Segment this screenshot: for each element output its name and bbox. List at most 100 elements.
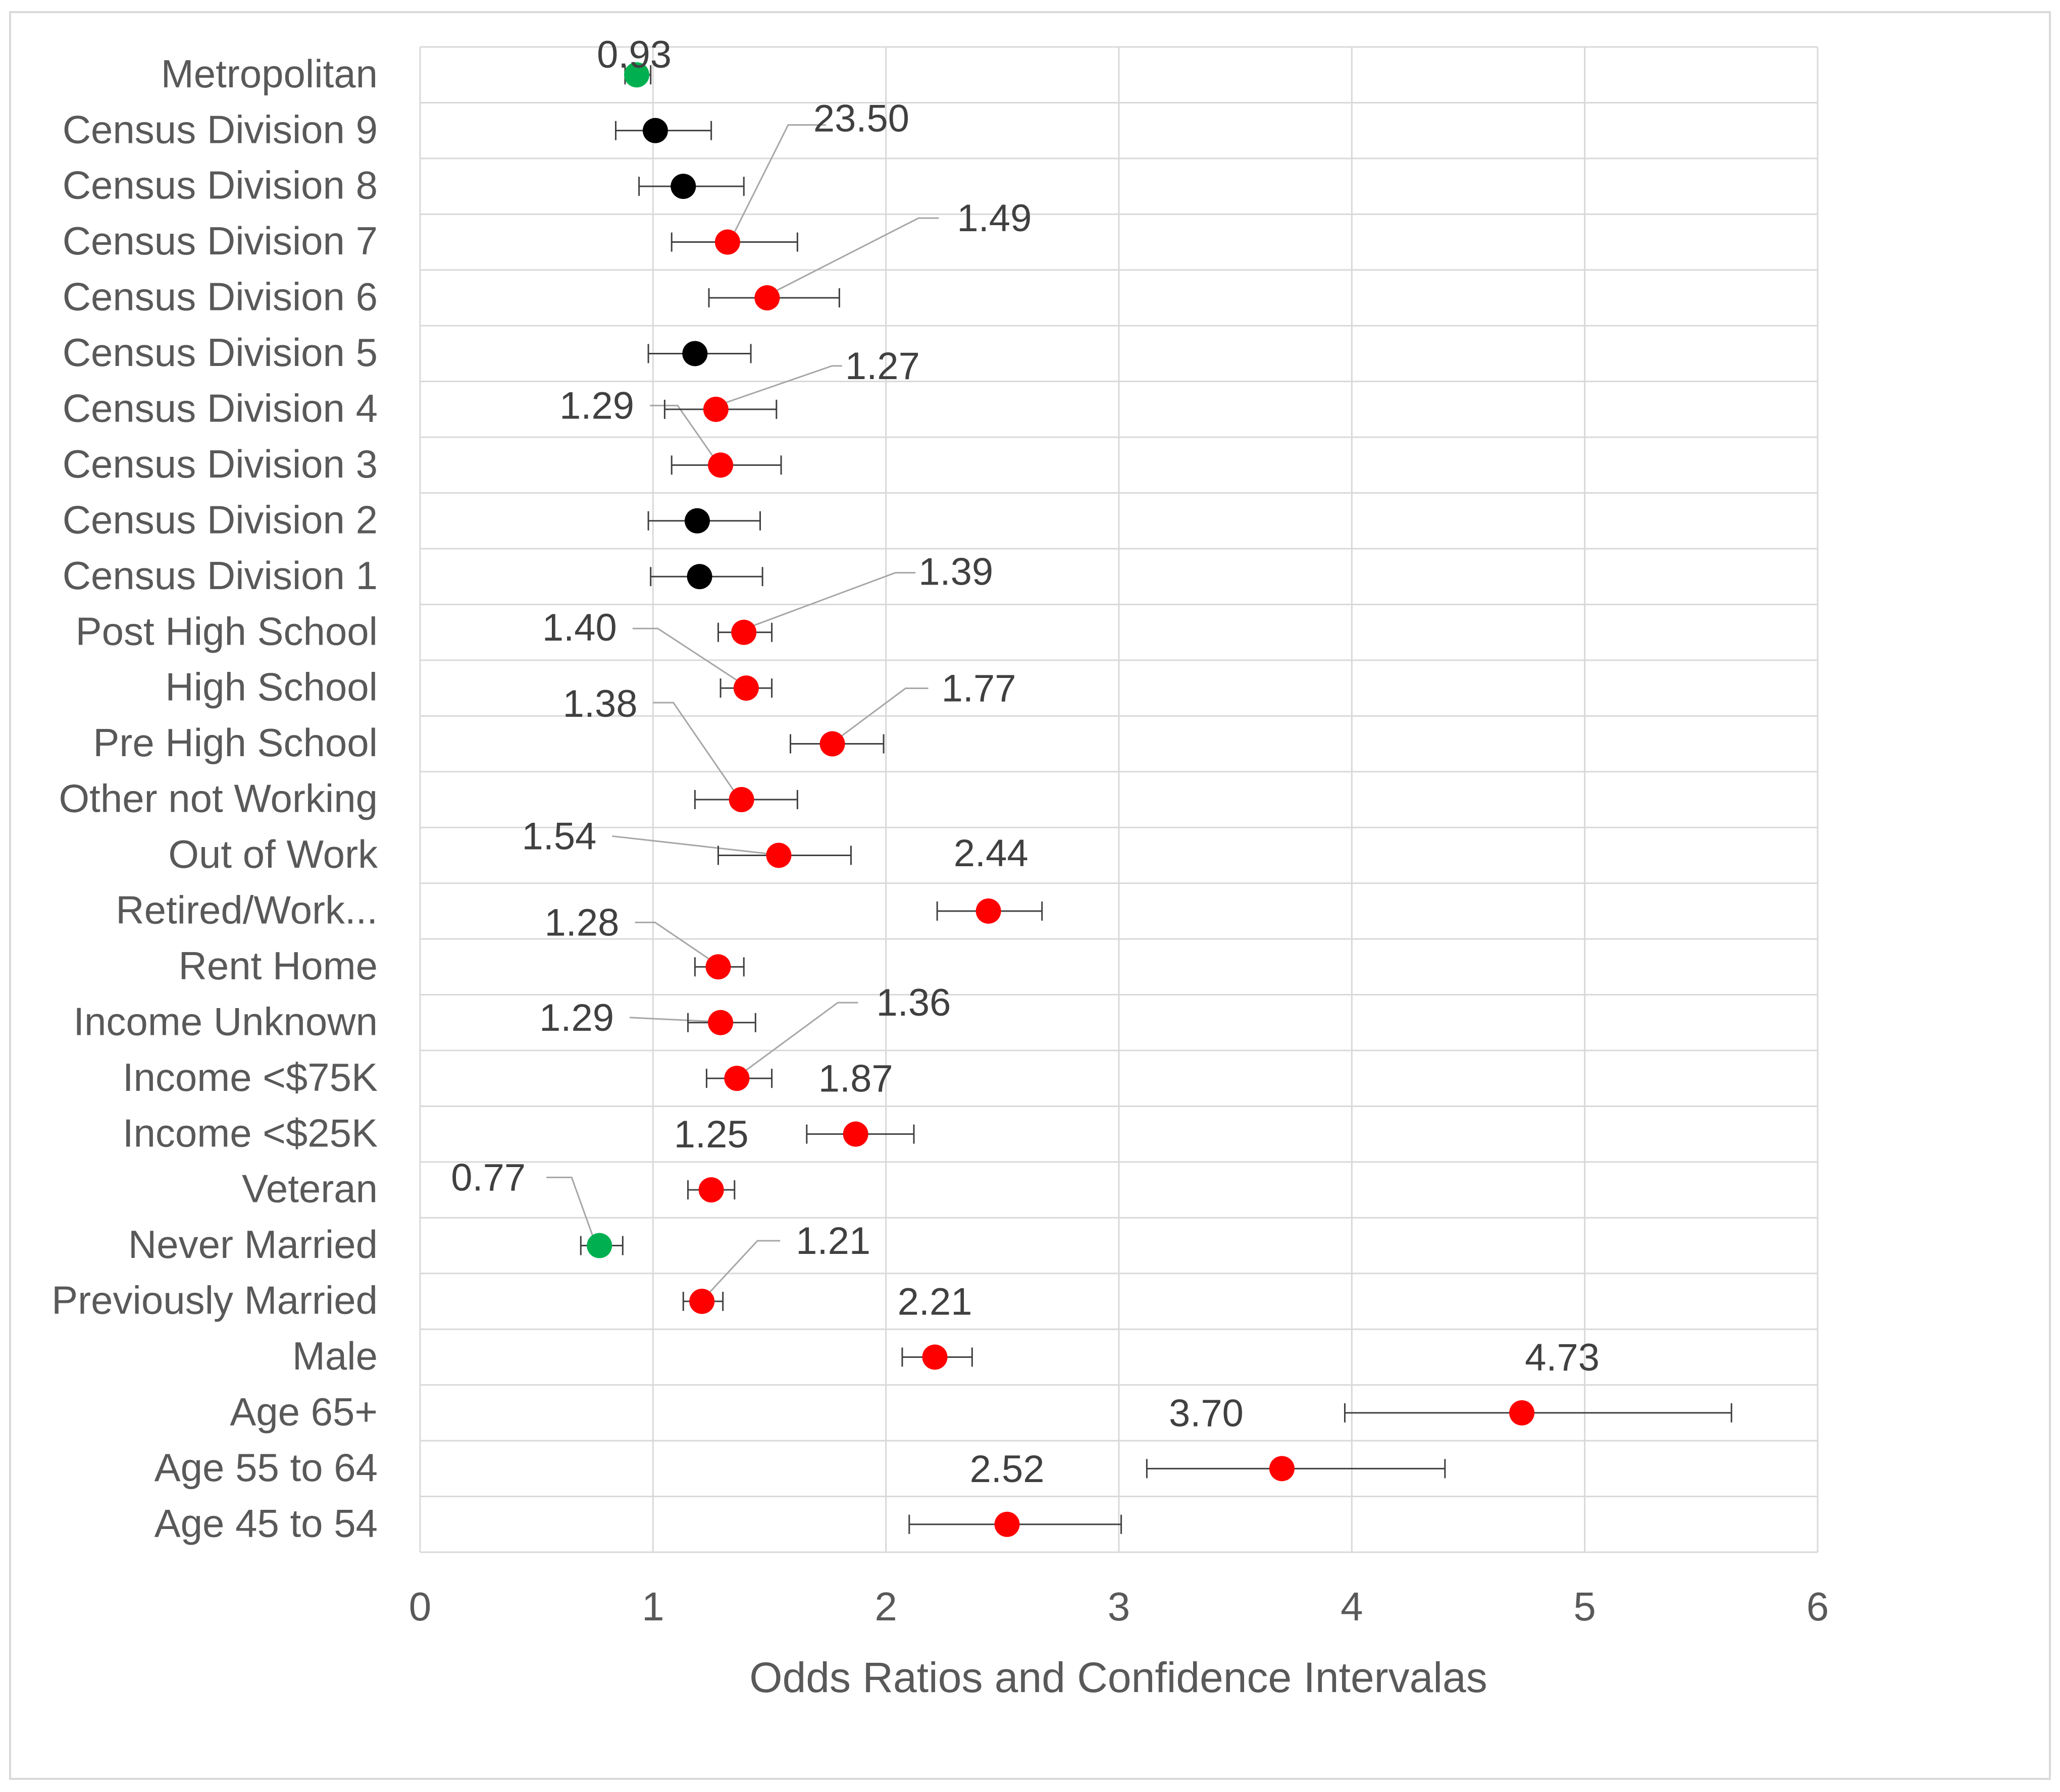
label-leader-lines [546, 124, 939, 1297]
odds-ratio-point [733, 675, 759, 701]
label-leader-line [612, 835, 774, 855]
category-label: Census Division 8 [63, 163, 378, 207]
category-label: Age 65+ [230, 1389, 378, 1434]
data-label: 1.28 [545, 901, 620, 944]
category-label: Pre High School [93, 720, 378, 765]
label-leader-line [546, 1177, 595, 1241]
label-leader-line [771, 217, 939, 294]
x-axis-tick-labels: 0 1 2 3 4 5 6 [409, 1584, 1829, 1629]
data-label: 1.49 [957, 197, 1032, 240]
chart-outer-frame [9, 11, 2051, 1780]
data-label: 0.93 [597, 33, 672, 76]
data-label: 23.50 [813, 97, 909, 140]
category-label: Income <$25K [123, 1111, 378, 1155]
odds-ratio-point [754, 285, 780, 310]
odds-ratio-point [703, 396, 729, 422]
label-leader-line [741, 1002, 858, 1074]
data-label: 1.54 [522, 815, 596, 858]
odds-ratio-point [671, 174, 696, 199]
data-label: 4.73 [1525, 1336, 1600, 1379]
odds-ratio-point [731, 619, 757, 645]
category-label: Census Division 2 [63, 497, 378, 542]
category-axis-labels: Metropolitan Census Division 9 Census Divi… [52, 51, 378, 1546]
label-leader-line [632, 627, 742, 684]
label-leader-line [732, 124, 826, 237]
odds-ratio-point [624, 62, 650, 88]
category-label: Out of Work [168, 832, 378, 876]
odds-ratio-point [698, 1177, 724, 1203]
gridlines [419, 46, 1819, 1553]
category-label: Income Unknown [73, 999, 378, 1043]
odds-ratio-point [1509, 1400, 1535, 1426]
data-label: 1.40 [542, 606, 617, 649]
data-label: 1.36 [876, 981, 951, 1024]
odds-ratio-point [729, 787, 754, 812]
data-label: 1.39 [918, 551, 993, 594]
odds-ratio-point [714, 229, 740, 255]
odds-ratio-point [587, 1233, 612, 1258]
category-label: Rent Home [179, 943, 378, 988]
category-label: Male [292, 1334, 378, 1378]
category-label: Census Division 6 [63, 275, 378, 319]
category-label: Census Division 5 [63, 330, 378, 375]
data-label: 1.38 [563, 682, 638, 725]
x-axis-title: Odds Ratios and Confidence Intervalas [749, 1654, 1487, 1701]
x-tick-label: 4 [1341, 1584, 1363, 1629]
label-leader-line [635, 921, 714, 963]
odds-ratio-point [689, 1289, 715, 1314]
category-label: Census Division 9 [63, 107, 378, 151]
odds-ratio-point [708, 1010, 734, 1035]
odds-ratio-point [922, 1344, 948, 1370]
data-label: 1.87 [818, 1058, 893, 1100]
category-label: Veteran [242, 1167, 378, 1211]
category-label: Metropolitan [161, 51, 378, 96]
odds-ratio-point [819, 731, 845, 757]
data-labels: 0.93 23.50 1.49 1.27 1.29 1.39 1.40 1.77 1.38 1.5… [451, 33, 1600, 1491]
x-tick-label: 3 [1108, 1584, 1130, 1629]
data-label: 2.44 [954, 832, 1028, 875]
odds-ratio-points [587, 62, 1535, 1537]
data-label: 0.77 [451, 1156, 526, 1199]
label-leader-line [720, 365, 842, 405]
odds-ratio-point [975, 898, 1001, 924]
label-leader-line [630, 1017, 715, 1023]
odds-ratio-point [724, 1066, 750, 1091]
data-label: 2.21 [898, 1280, 972, 1323]
data-label: 1.27 [845, 345, 920, 388]
label-leader-line [748, 572, 916, 628]
label-leader-line [650, 404, 716, 461]
label-leader-line [653, 702, 737, 795]
category-label: Census Division 4 [63, 386, 378, 430]
odds-ratio-point [687, 564, 712, 590]
odds-ratio-point [766, 842, 792, 868]
category-label: Other not Working [59, 776, 378, 821]
odds-ratio-point [843, 1121, 868, 1147]
x-tick-label: 2 [874, 1584, 897, 1629]
category-label: Post High School [76, 609, 378, 653]
category-label: Retired/Work... [116, 887, 378, 932]
category-label: Age 45 to 54 [154, 1501, 378, 1545]
category-label: Census Division 3 [63, 442, 378, 486]
category-label: Previously Married [52, 1278, 378, 1323]
x-tick-label: 0 [409, 1584, 432, 1629]
data-label: 2.52 [970, 1448, 1045, 1491]
odds-ratio-point [684, 508, 710, 534]
odds-ratio-point [994, 1511, 1020, 1537]
x-tick-label: 5 [1573, 1584, 1596, 1629]
category-label: Never Married [128, 1222, 378, 1267]
x-tick-label: 6 [1807, 1584, 1829, 1629]
data-label: 1.29 [539, 996, 614, 1039]
category-label: High School [165, 665, 378, 709]
data-label: 1.21 [796, 1220, 870, 1262]
odds-ratio-point [642, 118, 668, 143]
odds-ratio-point [1269, 1456, 1295, 1482]
category-label: Census Division 1 [63, 553, 378, 598]
data-label: 1.77 [942, 667, 1016, 710]
label-leader-line [705, 1240, 781, 1297]
x-tick-label: 1 [642, 1584, 664, 1629]
category-label: Age 55 to 64 [154, 1445, 378, 1490]
category-label: Census Division 7 [63, 219, 378, 263]
category-label: Income <$75K [123, 1055, 378, 1099]
odds-ratio-point [682, 341, 708, 366]
